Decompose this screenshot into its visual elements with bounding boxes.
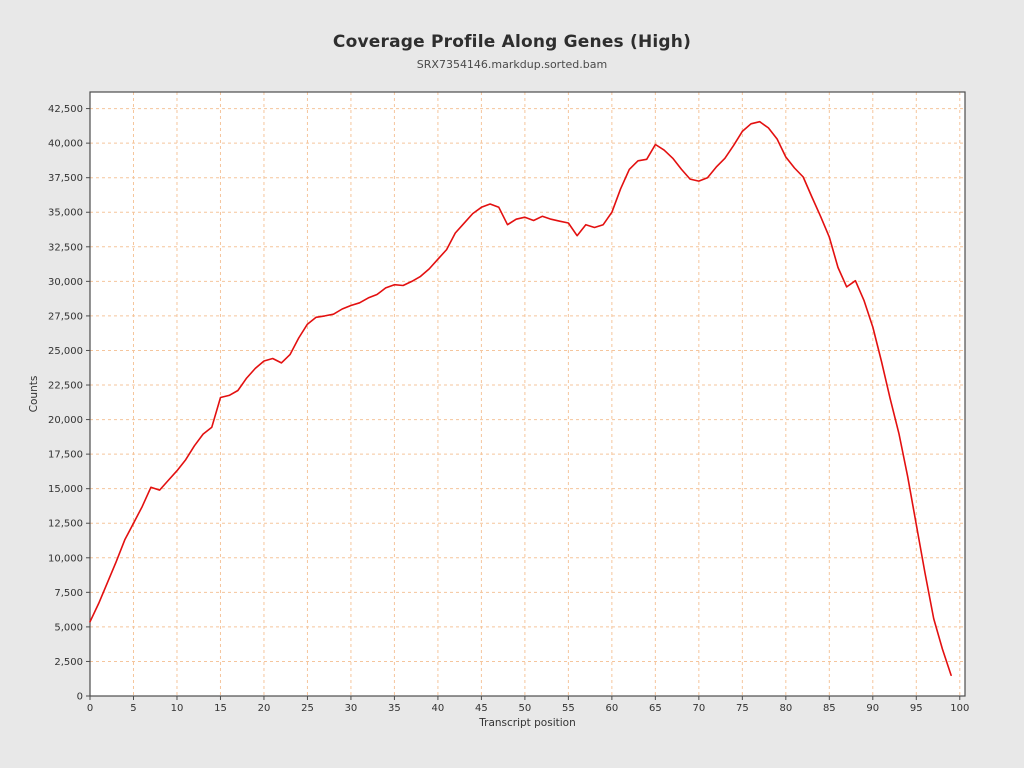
x-tick-label: 0: [87, 703, 93, 714]
y-tick-label: 10,000: [48, 553, 83, 564]
x-tick-label: 5: [130, 703, 136, 714]
x-axis-title: Transcript position: [478, 717, 575, 729]
y-tick-label: 42,500: [48, 104, 83, 115]
y-tick-label: 37,500: [48, 173, 83, 184]
y-tick-label: 15,000: [48, 484, 83, 495]
x-tick-label: 80: [779, 703, 792, 714]
x-tick-label: 85: [823, 703, 836, 714]
x-tick-label: 60: [606, 703, 619, 714]
x-tick-label: 30: [345, 703, 358, 714]
y-axis-title: Counts: [28, 376, 40, 413]
y-tick-label: 2,500: [54, 657, 83, 668]
x-tick-label: 95: [910, 703, 923, 714]
x-tick-label: 50: [519, 703, 532, 714]
y-tick-label: 30,000: [48, 277, 83, 288]
x-tick-label: 75: [736, 703, 749, 714]
x-tick-label: 10: [171, 703, 184, 714]
y-tick-label: 12,500: [48, 519, 83, 530]
chart-subtitle: SRX7354146.markdup.sorted.bam: [416, 58, 608, 71]
chart-title: Coverage Profile Along Genes (High): [332, 32, 692, 52]
x-tick-label: 35: [388, 703, 401, 714]
x-tick-label: 90: [866, 703, 879, 714]
plot-border: [89, 91, 966, 697]
x-tick-label: 70: [692, 703, 705, 714]
plot-area: [90, 92, 965, 696]
y-tick-label: 5,000: [54, 622, 83, 633]
y-tick-label: 27,500: [48, 311, 83, 322]
y-tick-label: 0: [77, 692, 83, 703]
y-tick-label: 25,000: [48, 346, 83, 357]
y-tick-label: 40,000: [48, 139, 83, 150]
x-tick-label: 45: [475, 703, 488, 714]
y-tick-label: 32,500: [48, 242, 83, 253]
x-tick-label: 40: [432, 703, 445, 714]
y-tick-label: 22,500: [48, 381, 83, 392]
x-tick-label: 65: [649, 703, 662, 714]
x-tick-label: 20: [258, 703, 271, 714]
x-tick-label: 15: [214, 703, 227, 714]
y-tick-label: 20,000: [48, 415, 83, 426]
x-tick-label: 25: [301, 703, 314, 714]
coverage-line: [89, 120, 952, 677]
y-tick-label: 17,500: [48, 450, 83, 461]
x-tick-label: 55: [562, 703, 575, 714]
y-tick-label: 7,500: [54, 588, 83, 599]
y-tick-label: 35,000: [48, 208, 83, 219]
x-tick-label: 100: [950, 703, 969, 714]
